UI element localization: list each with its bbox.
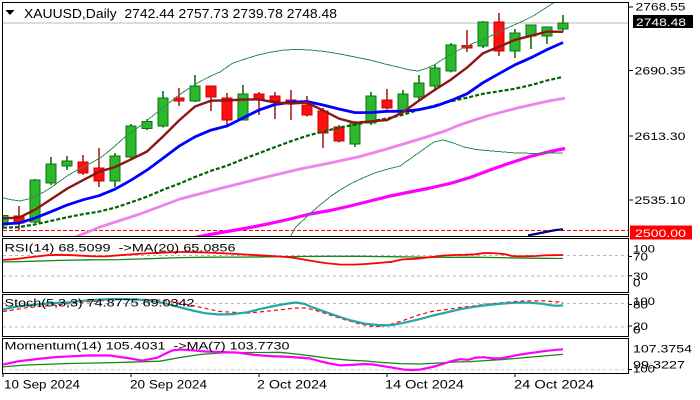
svg-text:100: 100 [633, 244, 655, 256]
svg-text:100: 100 [633, 364, 655, 376]
svg-text:2535.10: 2535.10 [635, 195, 686, 207]
svg-text:2768.55: 2768.55 [636, 1, 686, 13]
svg-text:20: 20 [633, 321, 648, 333]
svg-text:XAUUSD,Daily 2742.44 2757.73: XAUUSD,Daily 2742.44 2757.73 2739.78 274… [24, 6, 337, 21]
svg-text:14 Oct 2024: 14 Oct 2024 [385, 378, 464, 392]
svg-text:RSI(14) 68.5099 ->MA(20) 65.0: RSI(14) 68.5099 ->MA(20) 65.0856 [5, 243, 236, 255]
svg-text:99.3227: 99.3227 [633, 359, 685, 371]
svg-text:2500.00: 2500.00 [635, 228, 686, 240]
svg-text:0: 0 [633, 278, 641, 290]
svg-text:Momentum(14) 105.4031 ->MA(7): Momentum(14) 105.4031 ->MA(7) 103.7730 [5, 341, 290, 353]
svg-text:70: 70 [633, 252, 648, 264]
svg-text:0: 0 [633, 324, 641, 336]
svg-text:2748.48: 2748.48 [636, 17, 686, 29]
svg-text:2613.30: 2613.30 [635, 131, 686, 143]
svg-text:2 Oct 2024: 2 Oct 2024 [257, 378, 327, 392]
svg-text:100: 100 [633, 296, 655, 308]
svg-text:2690.35: 2690.35 [635, 66, 686, 78]
svg-text:10 Sep 2024: 10 Sep 2024 [4, 378, 80, 392]
svg-text:107.3754: 107.3754 [633, 344, 692, 356]
svg-text:24 Oct 2024: 24 Oct 2024 [514, 378, 594, 392]
svg-text:20 Sep 2024: 20 Sep 2024 [130, 378, 207, 392]
svg-text:Stoch(5,3,3) 74.8775 69.0342: Stoch(5,3,3) 74.8775 69.0342 [5, 298, 195, 310]
svg-text:30: 30 [633, 271, 648, 283]
svg-text:80: 80 [633, 300, 648, 312]
